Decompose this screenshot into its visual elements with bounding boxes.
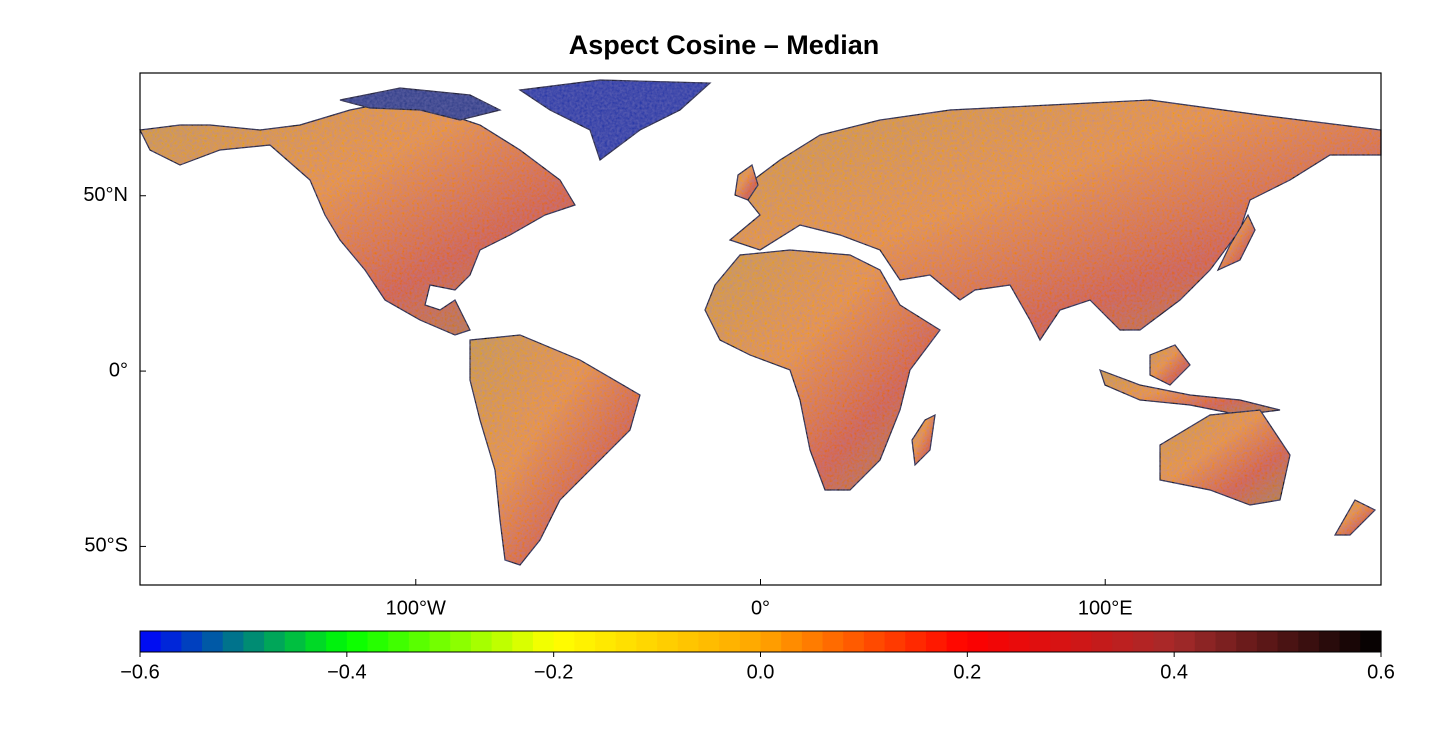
- colorbar-cell: [698, 631, 720, 652]
- colorbar-cell: [615, 631, 637, 652]
- colorbar-cell: [1029, 631, 1051, 652]
- colorbar-tick-label: 0.6: [1367, 661, 1395, 683]
- greenland: [518, 79, 712, 161]
- x-tick-label: 100°W: [386, 597, 446, 619]
- colorbar-tick-label: −0.6: [120, 661, 159, 683]
- colorbar-cell: [553, 631, 575, 652]
- colorbar-tick-label: 0.4: [1160, 661, 1188, 683]
- arctic-islands: [339, 87, 502, 121]
- colorbar-cell: [843, 631, 865, 652]
- british-isles: [734, 164, 759, 201]
- colorbar-cell: [1070, 631, 1093, 652]
- colorbar-cell: [988, 631, 1010, 652]
- colorbar-cell: [1132, 631, 1155, 652]
- colorbar-cell: [222, 631, 245, 652]
- colorbar-cell: [512, 631, 534, 652]
- colorbar-cell: [781, 631, 803, 652]
- colorbar-cell: [574, 631, 596, 652]
- colorbar-cell: [532, 631, 555, 652]
- north-america: [139, 99, 576, 336]
- colorbar: [140, 631, 1382, 652]
- colorbar-cell: [429, 631, 451, 652]
- colorbar-cell: [801, 631, 824, 652]
- eurasia: [728, 99, 1382, 342]
- colorbar-cell: [284, 631, 307, 652]
- colorbar-cell: [657, 631, 679, 652]
- colorbar-tick-label: −0.2: [534, 661, 573, 683]
- colorbar-cell: [1153, 631, 1175, 652]
- colorbar-cell: [160, 631, 182, 652]
- australia: [1159, 409, 1291, 506]
- colorbar-cell: [450, 631, 472, 652]
- colorbar-cell: [408, 631, 431, 652]
- borneo: [1149, 344, 1191, 386]
- colorbar-cell: [925, 631, 948, 652]
- colorbar-cell: [1277, 631, 1299, 652]
- chart-title: Aspect Cosine – Median: [569, 30, 880, 60]
- colorbar-cell: [1215, 631, 1237, 652]
- colorbar-cell: [1008, 631, 1030, 652]
- colorbar-cell: [595, 631, 617, 652]
- y-tick-label: 0°: [109, 359, 128, 381]
- south-america: [469, 334, 641, 566]
- madagascar: [911, 413, 936, 467]
- colorbar-cell: [946, 631, 968, 652]
- colorbar-cell: [1091, 631, 1113, 652]
- colorbar-cell: [1339, 631, 1361, 652]
- colorbar-cell: [367, 631, 389, 652]
- colorbar-cell: [863, 631, 886, 652]
- colorbar-cell: [905, 631, 927, 652]
- colorbar-cell: [1360, 631, 1382, 652]
- colorbar-cell: [760, 631, 782, 652]
- colorbar-cell: [677, 631, 700, 652]
- colorbar-cell: [1256, 631, 1279, 652]
- x-tick-label: 100°E: [1078, 597, 1133, 619]
- colorbar-cell: [1236, 631, 1258, 652]
- colorbar-cell: [719, 631, 741, 652]
- colorbar-cell: [264, 631, 286, 652]
- colorbar-cell: [1318, 631, 1341, 652]
- colorbar-cell: [822, 631, 844, 652]
- colorbar-cell: [491, 631, 513, 652]
- colorbar-cell: [967, 631, 989, 652]
- x-tick-label: 0°: [751, 597, 770, 619]
- y-tick-label: 50°N: [83, 184, 128, 206]
- colorbar-cell: [388, 631, 410, 652]
- japan: [1216, 213, 1256, 272]
- colorbar-cell: [202, 631, 224, 652]
- colorbar-cell: [884, 631, 906, 652]
- landmasses: [139, 79, 1382, 566]
- colorbar-cell: [305, 631, 327, 652]
- colorbar-cell: [739, 631, 762, 652]
- colorbar-cell: [243, 631, 265, 652]
- indonesia: [1099, 368, 1281, 416]
- new-zealand: [1333, 499, 1377, 536]
- y-tick-label: 50°S: [84, 535, 128, 557]
- colorbar-cell: [1112, 631, 1134, 652]
- colorbar-tick-label: 0.0: [747, 661, 775, 683]
- colorbar-tick-label: 0.2: [953, 661, 981, 683]
- colorbar-cell: [1298, 631, 1320, 652]
- colorbar-cell: [326, 631, 348, 652]
- colorbar-cell: [181, 631, 203, 652]
- colorbar-cell: [636, 631, 658, 652]
- colorbar-cell: [1174, 631, 1196, 652]
- colorbar-tick-label: −0.4: [327, 661, 366, 683]
- colorbar-cell: [140, 631, 162, 652]
- colorbar-cell: [346, 631, 369, 652]
- colorbar-cell: [470, 631, 493, 652]
- africa: [704, 249, 941, 491]
- colorbar-cell: [1194, 631, 1217, 652]
- colorbar-cell: [1050, 631, 1072, 652]
